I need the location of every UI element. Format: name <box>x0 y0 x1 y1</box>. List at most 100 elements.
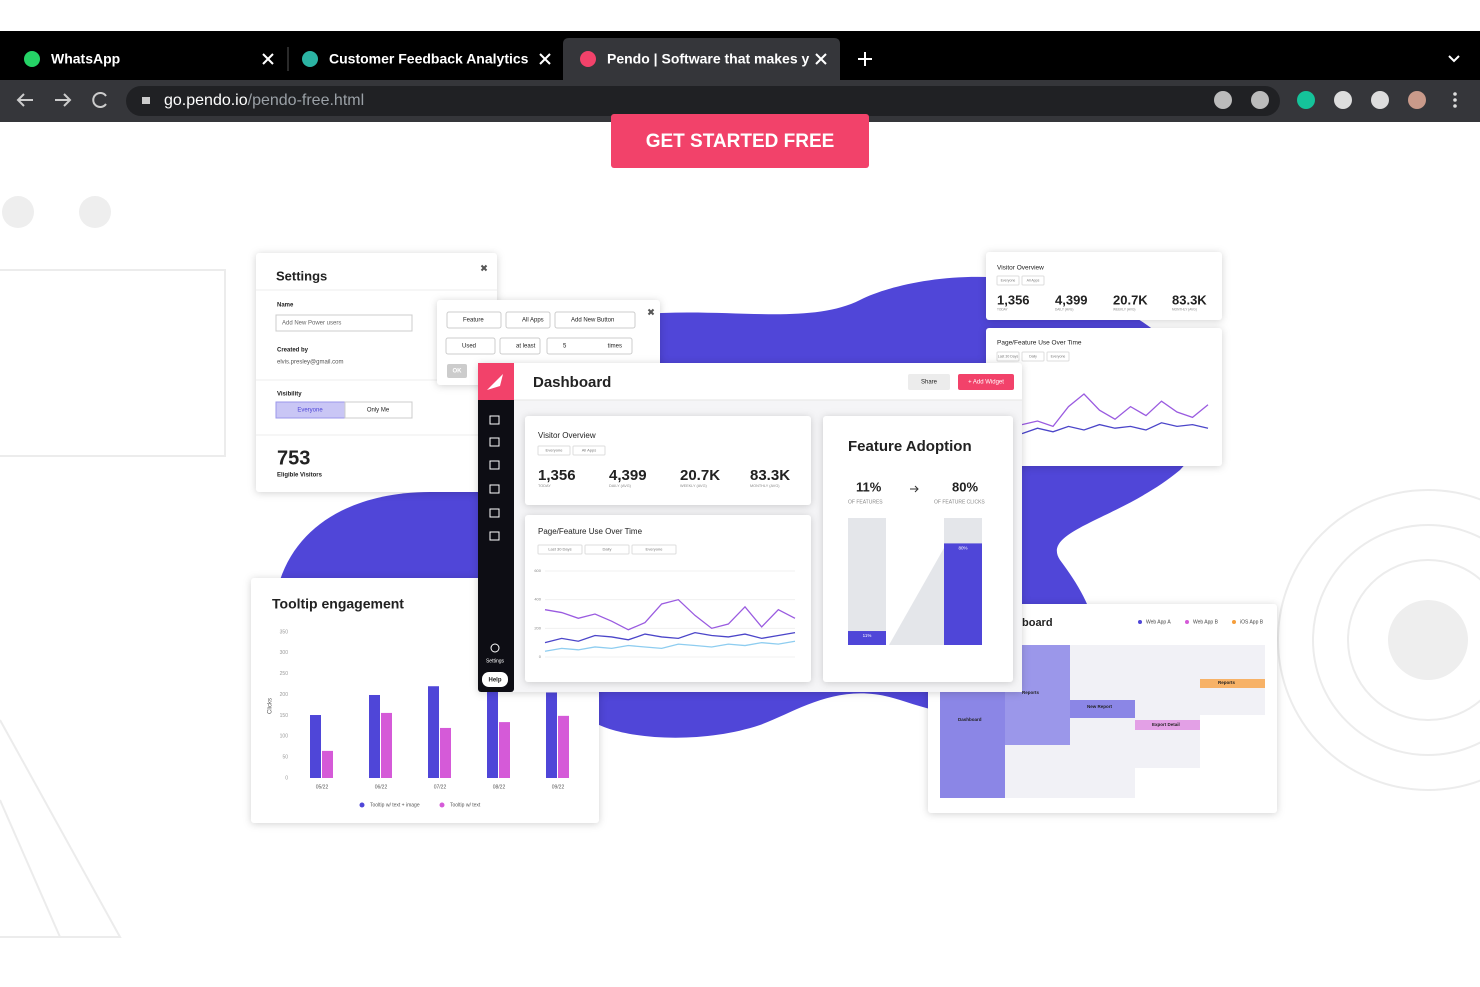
nav-icon[interactable] <box>489 415 500 425</box>
toolbar-icon[interactable] <box>1334 91 1352 109</box>
stat-value: 20.7K <box>680 467 720 484</box>
menu-dot <box>1453 98 1457 102</box>
nav-icon[interactable] <box>489 460 500 470</box>
back-button[interactable] <box>16 93 33 107</box>
stat-label: TODAY <box>997 307 1009 311</box>
cta-button[interactable] <box>611 114 869 168</box>
nav-icon[interactable] <box>489 531 500 541</box>
flow-node: Reports <box>1022 690 1039 695</box>
label[interactable]: Settings <box>486 658 505 664</box>
chip <box>996 351 1020 362</box>
adoption-value: 11% <box>856 479 882 494</box>
legend-label: Web App A <box>1146 619 1171 625</box>
toolbar-icon[interactable] <box>1297 91 1315 109</box>
legend-label: Tooltip w/ text <box>450 802 481 808</box>
legend-label: Tooltip w/ text + image <box>370 802 420 808</box>
legend-label: Web App B <box>1193 619 1219 625</box>
y-tick-label: 150 <box>280 713 289 719</box>
label: Everyone <box>297 408 323 414</box>
stat-value: 4,399 <box>1055 292 1088 307</box>
tab-title[interactable]: WhatsApp <box>51 51 120 67</box>
series-line <box>544 598 796 631</box>
settings-card <box>256 253 497 492</box>
label: Visitor Overview <box>997 265 1044 272</box>
stat-label: DAILY (AVG) <box>609 484 632 488</box>
dropdown <box>446 311 502 329</box>
share-button[interactable] <box>908 374 950 390</box>
label: Only Me <box>367 408 390 414</box>
chip <box>537 544 583 555</box>
flow-node: Export Detail <box>1152 722 1180 727</box>
tab-title[interactable]: Customer Feedback Analytics <box>329 51 529 67</box>
settings-icon[interactable] <box>490 643 500 653</box>
omnibox[interactable] <box>126 86 1280 116</box>
legend-swatch <box>439 802 445 808</box>
close-icon <box>539 53 551 65</box>
toolbar-icon[interactable] <box>1371 91 1389 109</box>
bar <box>322 750 333 778</box>
cta-label[interactable]: GET STARTED FREE <box>646 131 835 152</box>
dashboard-title: Dashboard <box>533 374 611 391</box>
chip-label: Last 30 Days <box>998 354 1019 358</box>
forward-button[interactable] <box>55 93 72 107</box>
label[interactable]: + Add Widget <box>968 380 1004 386</box>
tab-title[interactable]: Pendo | Software that makes y <box>607 51 810 67</box>
add-widget-button[interactable] <box>958 374 1014 390</box>
close-icon <box>262 53 274 65</box>
label: Created by <box>277 348 309 354</box>
bar <box>487 690 498 778</box>
dropdown <box>505 311 551 329</box>
label[interactable]: Help <box>488 678 501 684</box>
tab-menu <box>1448 55 1460 63</box>
url[interactable]: go.pendo.io/pendo-free.html <box>164 92 364 109</box>
x-tick-label: 05/22 <box>316 784 329 790</box>
menu-dot <box>1453 104 1457 108</box>
label: Tooltip engagement <box>272 596 404 612</box>
label: Name <box>277 303 294 309</box>
nav-icon[interactable] <box>489 508 500 518</box>
label: OK <box>453 369 463 375</box>
active-tab[interactable] <box>563 38 840 80</box>
flow-block <box>1200 679 1265 688</box>
help-button[interactable] <box>482 672 508 687</box>
label[interactable]: Share <box>921 380 938 386</box>
toolbar-icon[interactable] <box>1214 91 1232 109</box>
label: Feature Adoption <box>848 438 972 455</box>
usage-card-right <box>986 328 1222 466</box>
bar <box>381 712 392 778</box>
y-tick-label: 0 <box>539 654 542 659</box>
flow-block <box>1135 720 1200 730</box>
y-tick-label: 600 <box>534 568 541 573</box>
chip-label: Everyone <box>1001 278 1016 282</box>
bar <box>499 722 510 778</box>
reload-button[interactable] <box>92 92 107 108</box>
usage-card <box>525 515 811 682</box>
label: Visitor Overview <box>538 431 596 440</box>
y-tick-label: 200 <box>280 692 289 698</box>
nav-icon[interactable] <box>489 437 500 447</box>
ok-button <box>447 364 467 378</box>
bar <box>310 715 321 778</box>
toolbar-icon[interactable] <box>1408 91 1426 109</box>
flow-node: New Report <box>1087 704 1113 709</box>
chip <box>584 544 630 555</box>
bar-track <box>848 518 886 645</box>
nav-icon[interactable] <box>489 484 500 494</box>
bar <box>558 715 569 778</box>
toolbar-icon[interactable] <box>1251 91 1269 109</box>
label: Feature <box>463 318 484 324</box>
legend-label: iOS App B <box>1240 619 1264 625</box>
dropdown <box>499 337 541 355</box>
chip <box>1046 351 1070 362</box>
legend-swatch <box>1185 620 1189 624</box>
flow-node: Dashboard <box>958 717 982 722</box>
input <box>275 314 413 332</box>
series-line <box>544 640 796 652</box>
stat-label: MONTHLY (AVG) <box>750 484 780 488</box>
y-axis-label: Clicks <box>268 698 274 714</box>
stat-value: 20.7K <box>1113 292 1148 307</box>
chip-label: Everyone <box>646 547 664 552</box>
close-icon <box>480 264 488 272</box>
dropdown <box>445 337 496 355</box>
chip-label: Daily <box>603 547 612 552</box>
